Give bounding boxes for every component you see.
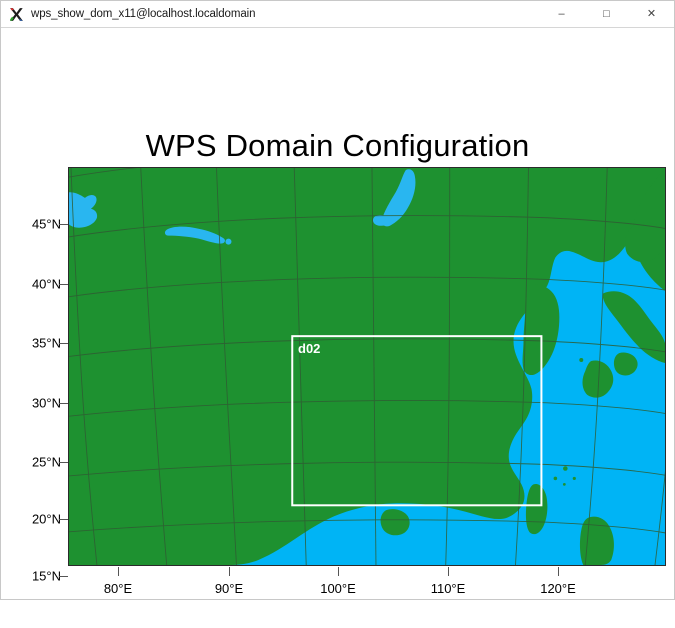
- land-hainan: [380, 509, 410, 536]
- land-japan-shikoku: [613, 352, 638, 376]
- x-tick-mark-90e: [229, 567, 230, 576]
- island-dot-4: [562, 483, 566, 486]
- y-tick-label-35n: 35°N: [31, 335, 61, 351]
- map-graphic: [69, 168, 665, 565]
- x-tick-label-110e: 110°E: [430, 581, 466, 596]
- title-bar-left: wps_show_dom_x11@localhost.localdomain: [1, 7, 255, 22]
- y-tick-label-15n: 15°N: [31, 568, 61, 584]
- island-dot-3: [572, 476, 576, 481]
- island-dot-1: [563, 466, 568, 471]
- lake-baikal-tail: [372, 214, 390, 226]
- land-japan-hokkaido: [625, 222, 665, 263]
- land-japan-kyushu: [582, 360, 614, 398]
- y-tick-label-20n: 20°N: [31, 511, 61, 527]
- y-tick-mark-15n: [59, 576, 68, 577]
- y-tick-label-25n: 25°N: [31, 454, 61, 470]
- minimize-button[interactable]: –: [558, 7, 565, 20]
- lake-balkhash: [69, 192, 98, 228]
- y-tick-mark-30n: [59, 403, 68, 404]
- graticule: [69, 168, 665, 565]
- plot-title: WPS Domain Configuration: [145, 128, 530, 163]
- x-tick-label-120e: 120°E: [540, 581, 576, 596]
- maximize-button[interactable]: □: [603, 7, 610, 20]
- x-tick-mark-100e: [338, 567, 339, 576]
- y-tick-mark-20n: [59, 519, 68, 520]
- y-tick-mark-25n: [59, 462, 68, 463]
- x-logo-icon: [9, 7, 24, 22]
- land-korea: [522, 284, 560, 376]
- x-axis: 80°E 90°E 100°E 110°E 120°E: [1, 28, 675, 628]
- y-axis: 45°N 40°N 35°N 30°N 25°N 20°N 15°N: [1, 28, 68, 628]
- island-dot-2: [553, 476, 558, 481]
- x-tick-mark-110e: [448, 567, 449, 576]
- window-title: wps_show_dom_x11@localhost.localdomain: [31, 8, 256, 20]
- close-button[interactable]: ✕: [646, 7, 657, 20]
- y-tick-label-40n: 40°N: [31, 276, 61, 292]
- plot-canvas: WPS Domain Configuration: [1, 28, 674, 599]
- map-frame: [68, 167, 666, 566]
- application-window: wps_show_dom_x11@localhost.localdomain –…: [0, 0, 675, 600]
- x-tick-label-100e: 100°E: [320, 581, 356, 596]
- island-dot-5: [579, 358, 584, 363]
- lake-dot-west: [225, 238, 232, 245]
- y-tick-label-30n: 30°N: [31, 395, 61, 411]
- window-controls: – □ ✕: [539, 1, 674, 27]
- x-tick-label-80e: 80°E: [103, 581, 133, 596]
- lake-baikal: [381, 169, 416, 227]
- y-tick-mark-40n: [59, 284, 68, 285]
- y-tick-label-45n: 45°N: [31, 216, 61, 232]
- land-japan-honshu: [602, 291, 665, 364]
- title-bar: wps_show_dom_x11@localhost.localdomain –…: [1, 1, 674, 28]
- lake-small-west: [164, 226, 225, 244]
- x-tick-label-90e: 90°E: [214, 581, 244, 596]
- domain-box-d02: [291, 335, 543, 507]
- x-tick-mark-120e: [558, 567, 559, 576]
- y-tick-mark-35n: [59, 343, 68, 344]
- x-tick-mark-80e: [118, 567, 119, 576]
- y-tick-mark-45n: [59, 224, 68, 225]
